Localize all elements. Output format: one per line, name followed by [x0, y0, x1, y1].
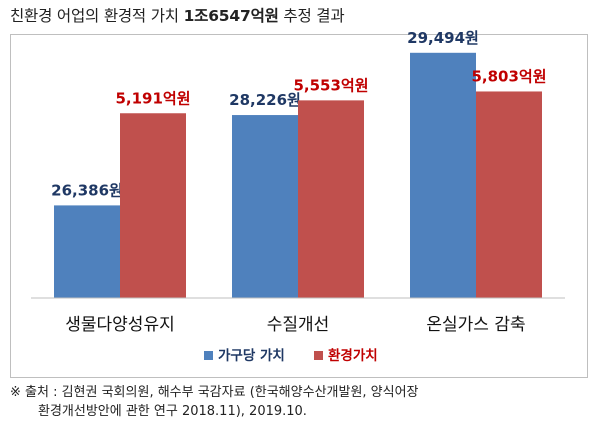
legend-swatch-household — [204, 351, 213, 360]
source-note: ※ 출처 : 김현권 국회의원, 해수부 국감자료 (한국해양수산개발원, 양식… — [10, 383, 595, 421]
data-label-household-0: 26,386원 — [51, 181, 123, 199]
legend-swatch-environment — [314, 351, 323, 360]
category-label-0: 생물다양성유지 — [65, 315, 174, 335]
data-label-household-2: 29,494원 — [407, 29, 479, 47]
chart-title: 친환경 어업의 환경적 가치 1조6547억원 추정 결과 — [10, 4, 345, 26]
category-label-1: 수질개선 — [267, 315, 330, 335]
data-label-household-1: 28,226원 — [229, 91, 301, 109]
source-line-2: 환경개선방안에 관한 연구 2018.11), 2019.10. — [38, 404, 307, 419]
legend-label-household: 가구당 가치 — [218, 347, 285, 364]
title-highlight: 1조6547억원 — [183, 7, 279, 25]
data-label-environment-1: 5,553억원 — [293, 76, 368, 94]
bar-environment-0 — [120, 113, 186, 298]
title-suffix: 추정 결과 — [283, 7, 345, 25]
bar-household-2 — [410, 52, 476, 298]
category-label-2: 온실가스 감축 — [426, 315, 525, 335]
data-label-environment-2: 5,803억원 — [471, 67, 546, 85]
source-line-1: ※ 출처 : 김현권 국회의원, 해수부 국감자료 (한국해양수산개발원, 양식… — [10, 385, 419, 400]
bar-household-1 — [232, 115, 298, 298]
data-label-environment-0: 5,191억원 — [115, 89, 190, 107]
legend-label-environment: 환경가치 — [328, 347, 378, 364]
bar-environment-1 — [298, 100, 364, 298]
bar-environment-2 — [476, 91, 542, 299]
bar-household-0 — [54, 205, 120, 298]
title-prefix: 친환경 어업의 환경적 가치 — [10, 7, 179, 25]
